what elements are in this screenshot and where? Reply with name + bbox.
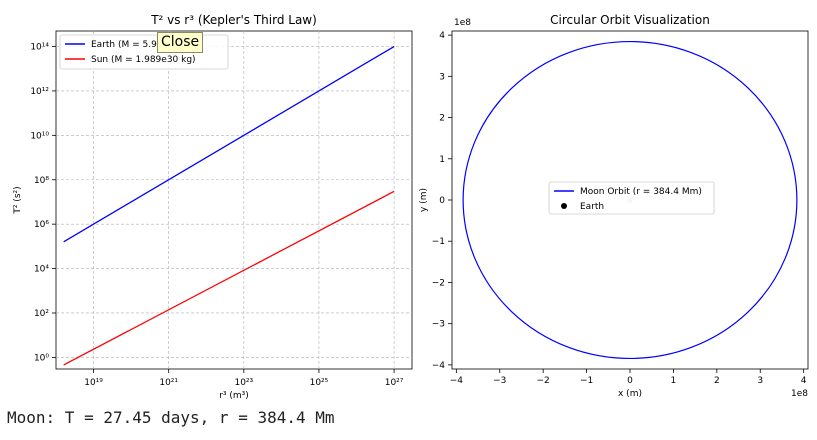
orbit-y-tick-label: 2 [439, 114, 445, 124]
orbit-x-tick-label: 2 [714, 376, 720, 386]
earth-series-line [63, 45, 395, 243]
orbit-y-tick-label: −1 [432, 237, 445, 247]
kepler-x-tick-label: 10²⁵ [310, 378, 329, 388]
orbit-y-tick-label: −3 [432, 320, 445, 330]
orbit-x-tick-label: 3 [757, 376, 763, 386]
orbit-chart-title: Circular Orbit Visualization [550, 13, 710, 27]
moon-status-text: Moon: T = 27.45 days, r = 384.4 Mm [7, 408, 335, 427]
kepler-y-tick-label: 10⁶ [34, 220, 49, 230]
legend-swatch-earth-point [561, 203, 567, 209]
orbit-x-tick-label: 0 [627, 376, 633, 386]
kepler-x-ticks: 10¹⁹ 10²¹ 10²³ 10²⁵ 10²⁷ [84, 369, 404, 388]
kepler-y-tick-label: 10⁴ [34, 265, 49, 275]
orbit-x-tick-label: 1 [671, 376, 677, 386]
kepler-chart-title: T² vs r³ (Kepler's Third Law) [150, 13, 317, 27]
kepler-gridlines [56, 31, 412, 369]
legend-label-earth: Earth (M = 5.972e24 kg) [91, 40, 203, 50]
kepler-y-tick-label: 10¹⁴ [30, 43, 49, 53]
kepler-y-axis-label: T² (s²) [13, 186, 23, 214]
kepler-y-ticks: 10⁰ 10² 10⁴ 10⁶ 10⁸ 10¹⁰ 10¹² 10¹⁴ [30, 43, 56, 363]
kepler-x-tick-label: 10²³ [234, 378, 253, 388]
kepler-y-tick-label: 10¹² [30, 87, 49, 97]
orbit-y-tick-label: −4 [432, 361, 446, 371]
orbit-y-tick-label: 3 [439, 72, 445, 82]
orbit-x-tick-label: 4 [801, 376, 807, 386]
kepler-x-tick-label: 10²¹ [159, 378, 178, 388]
kepler-y-tick-label: 10⁰ [34, 353, 49, 363]
close-button[interactable]: Close [157, 32, 204, 53]
kepler-series [63, 45, 395, 366]
legend-label-earth-point: Earth [580, 202, 604, 212]
orbit-y-multiplier: 1e8 [454, 18, 471, 28]
orbit-x-tick-label: −3 [493, 376, 506, 386]
orbit-y-tick-label: −2 [432, 278, 445, 288]
orbit-legend-box [548, 181, 715, 215]
orbit-x-axis-label: x (m) [618, 389, 642, 399]
orbit-x-tick-label: −1 [580, 376, 593, 386]
orbit-x-tick-label: −4 [450, 376, 464, 386]
legend-label-moon-orbit: Moon Orbit (r = 384.4 Mm) [580, 187, 702, 197]
orbit-x-tick-label: −2 [537, 376, 550, 386]
orbit-chart: −4 −3 −2 −1 0 1 2 3 4 −4 −3 −2 −1 0 1 2 3 4 Circular Orb… [419, 13, 809, 399]
orbit-legend: Moon Orbit (r = 384.4 Mm) Earth [548, 181, 715, 215]
kepler-y-tick-label: 10² [34, 309, 49, 319]
legend-label-sun: Sun (M = 1.989e30 kg) [91, 55, 196, 65]
kepler-x-axis-label: r³ (m³) [219, 391, 249, 401]
moon-orbit-circle [462, 40, 798, 360]
sun-series-line [63, 190, 395, 366]
kepler-y-tick-label: 10¹⁰ [30, 131, 49, 141]
kepler-chart: 10¹⁹ 10²¹ 10²³ 10²⁵ 10²⁷ 10⁰ 10² 10⁴ 10⁶ 10⁸ 10¹⁰… [13, 13, 413, 401]
orbit-y-tick-label: 1 [439, 155, 445, 165]
orbit-y-tick-label: 0 [439, 196, 445, 206]
kepler-x-tick-label: 10²⁷ [385, 378, 404, 388]
kepler-plot-frame [55, 30, 413, 370]
kepler-y-tick-label: 10⁸ [34, 176, 49, 186]
kepler-x-tick-label: 10¹⁹ [84, 378, 103, 388]
orbit-y-ticks: −4 −3 −2 −1 0 1 2 3 4 [432, 31, 452, 371]
orbit-x-ticks: −4 −3 −2 −1 0 1 2 3 4 [450, 369, 807, 386]
orbit-y-tick-label: 4 [439, 31, 445, 41]
orbit-y-axis-label: y (m) [419, 188, 429, 212]
orbit-x-multiplier: 1e8 [791, 389, 808, 399]
